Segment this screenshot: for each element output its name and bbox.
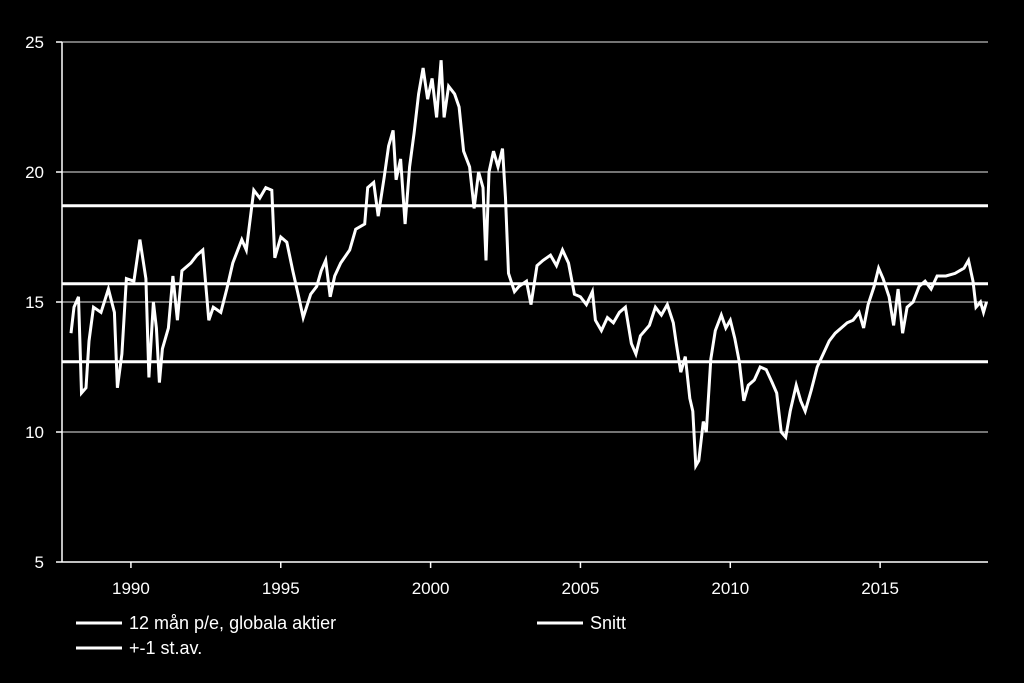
legend-label-pe: 12 mån p/e, globala aktier: [129, 613, 336, 633]
gridlines: [62, 41, 988, 433]
x-tick-label-2015: 2015: [861, 579, 899, 598]
pe-series-line: [69, 60, 988, 471]
series-layer: [69, 60, 988, 471]
x-tick-label-1995: 1995: [262, 579, 300, 598]
legend-label-snitt: Snitt: [590, 613, 626, 633]
x-tick-label-2005: 2005: [562, 579, 600, 598]
y-tick-label-15: 15: [25, 293, 44, 312]
x-tick-label-1990: 1990: [112, 579, 150, 598]
y-tick-label-5: 5: [35, 553, 44, 572]
x-tick-label-2010: 2010: [711, 579, 749, 598]
y-tick-label-20: 20: [25, 163, 44, 182]
legend-label-stdev: +-1 st.av.: [129, 638, 202, 658]
x-tick-label-2000: 2000: [412, 579, 450, 598]
x-axis-ticks: 1990 1995 2000 2005 2010 2015: [112, 562, 899, 598]
y-tick-label-25: 25: [25, 33, 44, 52]
y-axis-ticks: 5 10 15 20 25: [25, 33, 62, 572]
legend: 12 mån p/e, globala aktier Snitt +-1 st.…: [76, 613, 626, 658]
y-tick-label-10: 10: [25, 423, 44, 442]
